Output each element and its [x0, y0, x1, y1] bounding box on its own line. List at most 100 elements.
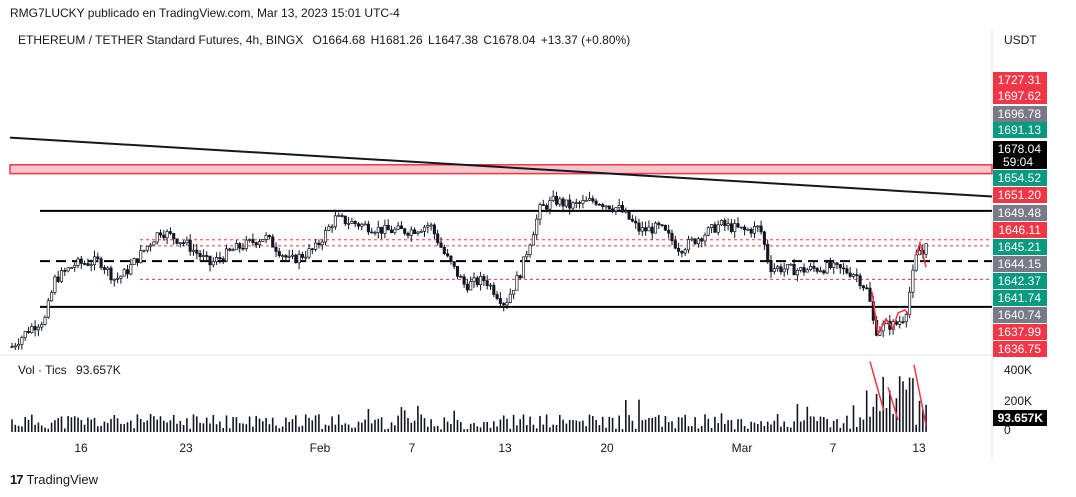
candle-body [558, 198, 562, 205]
volume-bar [34, 424, 36, 432]
candle-body [56, 276, 60, 282]
symbol-title[interactable]: ETHEREUM / TETHER Standard Futures, 4h, … [18, 33, 304, 47]
countdown-text: 59:04 [1003, 155, 1033, 169]
volume-bar [453, 410, 455, 432]
price-label-badge[interactable] [993, 273, 1047, 289]
price-label-badge[interactable] [993, 187, 1047, 203]
candle-body [818, 270, 823, 273]
price-label-text: 1644.15 [998, 257, 1042, 271]
volume-bar [31, 414, 33, 432]
candle-body [693, 238, 697, 245]
volume-bar [846, 415, 848, 432]
price-annotation-drawing[interactable] [915, 240, 927, 268]
candle-body [356, 223, 361, 227]
volume-bar [803, 420, 805, 432]
price-label-badge[interactable] [993, 72, 1047, 88]
candle-body [30, 326, 34, 333]
price-label-badge[interactable] [993, 324, 1047, 340]
volume-bar [720, 413, 723, 432]
volume-last-badge[interactable] [993, 410, 1047, 426]
price-label-badge[interactable] [993, 341, 1047, 357]
volume-bar [337, 414, 340, 432]
volume-bar [199, 422, 201, 432]
volume-bar [826, 419, 828, 432]
volume-bar [377, 418, 380, 432]
volume-bar [149, 414, 152, 432]
volume-bar [677, 417, 680, 432]
volume-bar [271, 417, 274, 432]
candle-body [762, 231, 766, 245]
candle-body [670, 232, 674, 242]
volume-bar [757, 424, 759, 432]
candle-body [868, 287, 872, 302]
candle-body [281, 255, 285, 257]
volume-bar [687, 426, 690, 432]
price-label-badge[interactable] [993, 170, 1047, 186]
candle-body [211, 261, 215, 266]
close-value: C1678.04 [483, 33, 536, 47]
time-axis-tick: Mar [732, 441, 753, 455]
candle-body [40, 324, 44, 328]
candle-body [135, 258, 139, 264]
price-label-badge[interactable] [993, 122, 1047, 138]
volume-bar [902, 381, 904, 432]
volume-bar [40, 425, 43, 432]
candle-body [337, 215, 341, 217]
volume-bar [120, 423, 122, 432]
time-axis: 16 23 Feb 7 13 20 Mar 7 13 [74, 441, 926, 455]
volume-bar [14, 424, 17, 432]
volume-bar [394, 425, 396, 432]
volume-bar [601, 416, 604, 432]
price-annotation-drawing[interactable] [871, 291, 911, 337]
candle-body [271, 236, 275, 248]
time-axis-tick: 20 [600, 441, 614, 455]
price-label-badge[interactable] [993, 256, 1047, 272]
volume-bar [397, 415, 399, 432]
price-label-badge[interactable] [993, 290, 1047, 306]
candle-body [815, 268, 819, 272]
price-label-badge[interactable] [993, 222, 1047, 238]
price-label-badge[interactable] [993, 205, 1047, 221]
trendline[interactable] [9, 136, 993, 198]
volume-bar [519, 419, 521, 432]
tradingview-logo-icon: 17 [10, 472, 24, 487]
volume-bar [126, 422, 129, 432]
candle-body [865, 287, 869, 290]
volume-bar [717, 423, 719, 432]
price-label-badge[interactable] [993, 106, 1047, 122]
volume-bar [651, 417, 653, 432]
volume-annotation-drawing[interactable] [869, 361, 885, 412]
volume-bar [714, 416, 716, 432]
volume-bar [225, 415, 228, 432]
candle-body [89, 264, 93, 267]
price-label-text: 1637.99 [998, 325, 1042, 339]
resistance-zone[interactable] [9, 164, 993, 175]
candle-body [531, 234, 535, 246]
candle-body [568, 199, 572, 209]
price-label-badge[interactable] [993, 239, 1047, 255]
volume-annotation-drawing[interactable] [913, 364, 927, 426]
candle-body [43, 316, 47, 325]
candle-body [66, 267, 70, 272]
volume-annotation-drawing[interactable] [887, 387, 899, 421]
price-label-badge[interactable] [993, 141, 1047, 169]
price-axis: USDT 1727.31 1697.62 1696.78 1691.13 1678.045… [993, 33, 1047, 437]
candle-body [521, 256, 526, 279]
candle-body [317, 242, 321, 246]
price-label-badge[interactable] [993, 88, 1047, 104]
price-chart[interactable]: USDT 1727.31 1697.62 1696.78 1691.13 1678.045… [0, 0, 1076, 462]
volume-bar [44, 427, 46, 432]
candle-body [251, 239, 255, 243]
volume-bar [212, 415, 215, 432]
volume-bar [499, 419, 502, 432]
price-label-badge[interactable] [993, 307, 1047, 323]
volume-bar [130, 420, 132, 432]
volume-bar [163, 420, 165, 432]
price-label-text: 1697.62 [998, 89, 1042, 103]
volume-bar [592, 416, 594, 432]
volume-bar [641, 420, 644, 432]
price-label-text: 1651.20 [998, 188, 1042, 202]
candle-body [637, 222, 641, 232]
volume-bar [443, 417, 446, 432]
candle-body [700, 238, 704, 242]
